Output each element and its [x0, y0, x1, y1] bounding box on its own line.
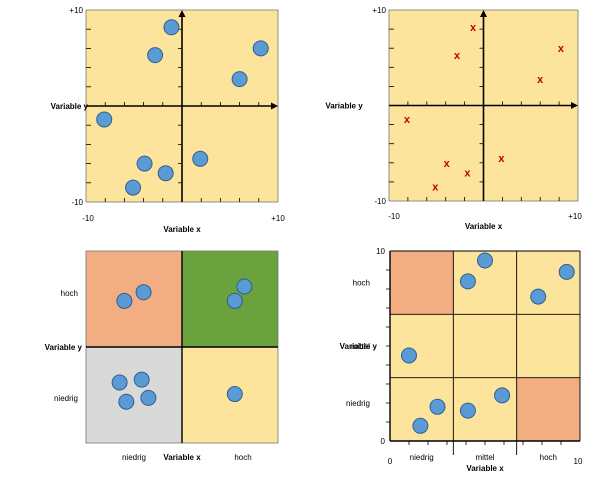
x-axis-arrow — [271, 102, 278, 110]
cross-marker: x — [537, 74, 544, 86]
y-axis-title: Variable y — [51, 102, 89, 111]
cross-marker: x — [404, 114, 411, 126]
data-point — [140, 389, 157, 406]
x-tick-label: 10 — [574, 457, 583, 466]
data-point — [135, 284, 152, 301]
data-point — [163, 19, 180, 36]
data-point — [133, 371, 150, 388]
data-point — [477, 252, 493, 269]
x-category-label: hoch — [540, 453, 557, 462]
y-category-label: hoch — [353, 279, 370, 288]
data-point — [116, 292, 133, 309]
data-point — [429, 398, 446, 415]
y-tick-label: 0 — [381, 437, 386, 446]
y-tick-label: +10 — [372, 6, 386, 15]
y-category-label: niedrig — [54, 394, 78, 403]
highlight-cell — [516, 377, 580, 441]
x-axis-title: Variable x — [163, 453, 201, 462]
data-point — [236, 278, 253, 295]
y-tick-label: +10 — [69, 6, 83, 15]
data-point — [125, 179, 142, 196]
cross-marker: x — [470, 22, 477, 34]
quadrant-top-left — [86, 251, 182, 347]
data-point — [136, 155, 153, 172]
x-tick-label: +10 — [271, 214, 285, 223]
y-tick-label: 10 — [376, 247, 385, 256]
cross-marker: x — [444, 158, 451, 170]
y-category-label: hoch — [61, 289, 78, 298]
data-point — [412, 417, 429, 434]
panel-top-left: +10 -10 -10 +10 Variable y Variable x — [51, 6, 286, 234]
x-axis-arrow — [571, 102, 578, 109]
data-point — [118, 393, 135, 410]
cross-marker: x — [558, 43, 565, 55]
x-category-label: niedrig — [410, 453, 434, 462]
cross-marker: x — [464, 167, 471, 179]
x-axis-title: Variable x — [163, 225, 201, 234]
panel-bottom-left: hoch niedrig niedrig hoch Variable y Variable… — [45, 250, 279, 462]
data-point — [147, 47, 164, 64]
y-category-label: niedrig — [346, 399, 370, 408]
quadrant-bottom-left — [86, 347, 182, 443]
data-point — [494, 387, 511, 404]
y-axis-arrow — [480, 10, 487, 17]
x-category-label: mittel — [475, 453, 494, 462]
cross-marker: x — [498, 153, 505, 165]
data-point — [96, 111, 113, 128]
x-axis-title: Variable x — [466, 464, 504, 473]
y-tick-label: -10 — [374, 197, 386, 206]
y-axis-title: Variable y — [325, 102, 363, 111]
x-tick-label: -10 — [82, 214, 94, 223]
x-tick-label: -10 — [388, 212, 400, 221]
data-point — [226, 386, 243, 403]
y-axis-title: Variable y — [340, 342, 378, 351]
y-tick-label: -10 — [71, 198, 83, 207]
x-category-label: niedrig — [122, 453, 146, 462]
panel-bottom-right: 10 0 0 10 hoch mittel niedrig niedrig mittel hoch… — [340, 247, 583, 473]
x-tick-label: +10 — [568, 212, 582, 221]
data-point — [530, 288, 547, 305]
x-category-label: hoch — [234, 453, 251, 462]
x-tick-label: 0 — [388, 457, 393, 466]
data-point — [226, 292, 243, 309]
y-axis-title: Variable y — [45, 343, 83, 352]
y-axis-arrow — [178, 10, 186, 17]
data-point — [558, 263, 575, 280]
x-axis-title: Variable x — [465, 222, 503, 231]
data-point — [459, 402, 476, 419]
data-point — [401, 347, 417, 364]
data-point — [459, 273, 476, 290]
data-point — [192, 150, 209, 167]
data-point — [157, 165, 174, 182]
data-point — [252, 40, 269, 57]
cross-marker: x — [432, 182, 439, 194]
cross-marker: x — [454, 50, 461, 62]
highlight-cell — [390, 251, 454, 315]
data-point — [231, 71, 248, 88]
y-category-label: mittel — [351, 342, 370, 351]
data-point — [111, 374, 128, 391]
